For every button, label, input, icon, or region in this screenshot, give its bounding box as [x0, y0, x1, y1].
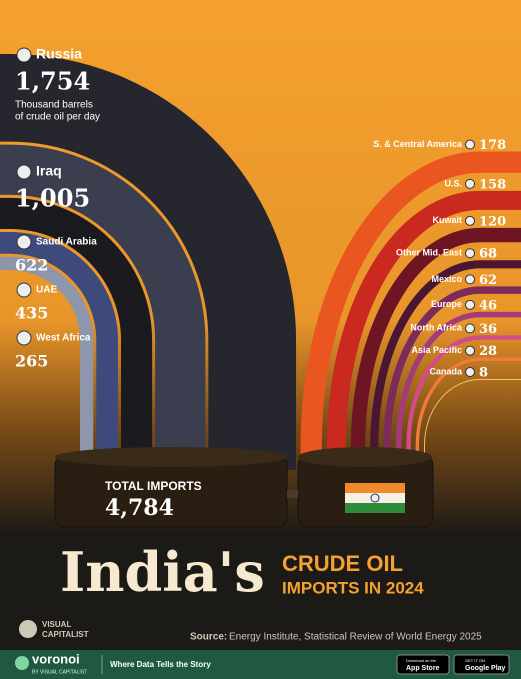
- flag: [465, 274, 475, 285]
- india-flag: [345, 483, 405, 513]
- category-label: North Africa: [410, 323, 463, 333]
- badge-text: GET IT ON: [465, 658, 485, 663]
- category-label: UAE: [36, 285, 57, 296]
- title-band: [0, 530, 521, 650]
- flag: [465, 215, 475, 226]
- flag: [16, 47, 32, 63]
- logo: VISUAL: [42, 620, 71, 629]
- value-label: 8: [479, 366, 488, 381]
- category-label: Saudi Arabia: [36, 237, 97, 248]
- connector: [287, 490, 298, 498]
- category-label: S. & Central America: [373, 139, 463, 149]
- value-label: 68: [479, 247, 497, 262]
- google-play-badge[interactable]: [453, 654, 510, 675]
- pipe: [0, 197, 153, 470]
- pipe: [415, 357, 521, 470]
- value-label: 265: [15, 352, 48, 371]
- pipe: [300, 151, 521, 470]
- brand-icon: [15, 656, 29, 670]
- source-label: Source:: [190, 632, 227, 643]
- badge-text: App Store: [406, 665, 440, 672]
- value-label: 435: [15, 304, 48, 323]
- value-label: 36: [479, 322, 497, 337]
- pipe: [424, 379, 521, 470]
- pipe: [0, 256, 94, 470]
- logo: CAPITALIST: [42, 630, 89, 639]
- pipe: [370, 260, 521, 470]
- category-label: Kuwait: [432, 215, 462, 225]
- pipe: [383, 286, 521, 470]
- value-label: 46: [479, 298, 497, 313]
- subtitle: CRUDE OIL: [282, 551, 403, 576]
- category-label: Other Mid. East: [396, 248, 462, 258]
- value-label: 1,754: [15, 67, 90, 96]
- category-label: Canada: [429, 366, 463, 376]
- flag: [465, 178, 475, 189]
- flag: [465, 299, 475, 310]
- value-label: 622: [15, 256, 48, 275]
- chart-title: India's: [60, 540, 265, 604]
- brand: voronoi: [32, 651, 80, 666]
- unit-note: of crude oil per day: [15, 112, 100, 123]
- value-label: 1,005: [15, 184, 90, 213]
- pipe: [0, 144, 206, 470]
- flag: [16, 164, 32, 180]
- value-label: 120: [479, 214, 506, 229]
- pipe: [406, 335, 521, 470]
- flag: [465, 139, 475, 150]
- app-store-badge[interactable]: [396, 654, 450, 675]
- value-label: 158: [479, 177, 506, 192]
- category-label: Russia: [36, 46, 82, 62]
- value-label: 28: [479, 344, 497, 359]
- category-label: Asia Pacific: [411, 345, 462, 355]
- badge-text: Google Play: [465, 665, 506, 672]
- flag: [16, 330, 32, 346]
- flag: [465, 323, 475, 334]
- category-label: U.S.: [444, 178, 462, 188]
- badge-text: Download on the: [406, 658, 437, 663]
- category-label: West Africa: [36, 333, 91, 344]
- total-label: TOTAL IMPORTS: [105, 479, 202, 493]
- value-label: 62: [479, 273, 497, 288]
- logo-icon: [19, 620, 37, 638]
- pipes: [0, 53, 521, 470]
- unit-note: Thousand barrels: [15, 100, 93, 111]
- tank-top: [298, 447, 432, 467]
- pipe: [326, 190, 521, 470]
- flag: [465, 367, 475, 378]
- category-label: Mexico: [431, 274, 462, 284]
- source: Energy Institute, Statistical Review of …: [229, 632, 482, 643]
- tagline: Where Data Tells the Story: [110, 660, 211, 669]
- pipe: [350, 227, 521, 470]
- pipe: [395, 311, 521, 470]
- brand-sub: BY VISUAL CAPITALIST: [32, 669, 87, 675]
- flag: [16, 234, 32, 250]
- flag: [16, 282, 32, 298]
- pipe: [0, 53, 297, 470]
- tank-top: [55, 447, 287, 467]
- flag: [465, 248, 475, 259]
- total-value: 4,784: [105, 495, 174, 521]
- category-label: Europe: [431, 299, 462, 309]
- category-label: Iraq: [36, 163, 62, 179]
- subtitle: IMPORTS IN 2024: [282, 578, 424, 597]
- flag: [465, 345, 475, 356]
- value-label: 178: [479, 138, 506, 153]
